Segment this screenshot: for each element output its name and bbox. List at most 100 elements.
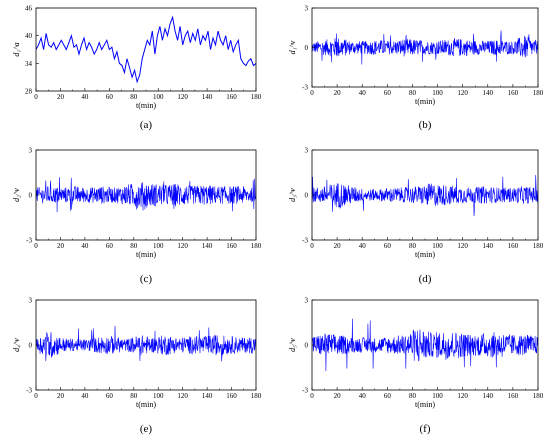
subplot-caption: (c) — [140, 273, 153, 285]
x-tick-label: 60 — [384, 242, 392, 250]
y-tick-label: 3 — [305, 297, 309, 305]
x-tick-label: 80 — [130, 242, 138, 250]
x-tick-label: 20 — [57, 93, 65, 101]
x-tick-label: 120 — [177, 242, 188, 250]
y-tick-label: 3 — [29, 297, 33, 305]
series-line — [312, 30, 538, 65]
x-tick-label: 40 — [359, 392, 367, 400]
subplot-caption: (e) — [140, 423, 153, 435]
y-tick-label: 0 — [305, 44, 309, 52]
x-tick-label: 160 — [226, 392, 237, 400]
x-tick-label: 0 — [34, 93, 38, 101]
subplot-caption: (f) — [420, 423, 431, 435]
y-axis-label: d₁^v — [288, 40, 297, 54]
x-axis-label: t(min) — [136, 101, 156, 110]
x-axis-label: t(min) — [136, 400, 156, 409]
x-tick-label: 180 — [251, 93, 262, 101]
x-tick-label: 60 — [106, 392, 114, 400]
x-tick-label: 180 — [251, 392, 262, 400]
x-tick-label: 20 — [334, 392, 342, 400]
x-tick-label: 140 — [483, 392, 494, 400]
y-tick-label: -3 — [302, 237, 308, 245]
x-tick-label: 180 — [251, 242, 262, 250]
x-tick-label: 180 — [533, 89, 544, 97]
x-tick-label: 60 — [106, 242, 114, 250]
x-tick-label: 140 — [202, 392, 213, 400]
x-tick-label: 100 — [153, 93, 164, 101]
series-line — [36, 325, 256, 362]
x-tick-label: 120 — [457, 89, 468, 97]
y-axis-label: d₄^v — [12, 338, 21, 352]
x-tick-label: 140 — [202, 242, 213, 250]
series-line — [36, 15, 256, 84]
x-tick-label: 80 — [409, 242, 417, 250]
x-tick-label: 0 — [310, 89, 314, 97]
y-tick-label: 34 — [25, 60, 33, 68]
y-axis-label: d₁^a — [12, 42, 21, 56]
x-tick-label: 20 — [57, 392, 65, 400]
y-tick-label: 3 — [305, 5, 309, 13]
x-tick-label: 0 — [310, 392, 314, 400]
x-tick-label: 80 — [409, 89, 417, 97]
x-tick-label: 140 — [483, 242, 494, 250]
x-tick-label: 160 — [508, 392, 519, 400]
x-tick-label: 0 — [310, 242, 314, 250]
subplot-2: 0 20 40 60 80 100 120 140 160 180-303t(min)d₁^v(b… — [288, 5, 544, 132]
x-tick-label: 120 — [177, 392, 188, 400]
y-tick-label: -3 — [26, 237, 32, 245]
x-tick-label: 40 — [359, 242, 367, 250]
x-tick-label: 160 — [508, 89, 519, 97]
x-axis-label: t(min) — [415, 250, 435, 259]
x-tick-label: 0 — [34, 392, 38, 400]
series-line — [312, 318, 538, 372]
y-tick-label: 0 — [305, 192, 309, 200]
subplot-1: 0 20 40 60 80 100 120 140 160 180 28 34 40 46 t(min) d₁… — [12, 5, 262, 132]
x-tick-label: 120 — [457, 242, 468, 250]
subplot-caption: (b) — [419, 119, 432, 131]
x-tick-label: 40 — [81, 242, 89, 250]
subplot-caption: (d) — [419, 273, 432, 285]
subplot-3: 0 20 40 60 80 100 120 140 160 180-303t(min)d₂^v(c… — [12, 147, 262, 286]
y-axis-label: d₂^v — [12, 188, 21, 202]
x-tick-label: 100 — [432, 242, 443, 250]
x-tick-label: 120 — [457, 392, 468, 400]
y-tick-label: 0 — [29, 342, 33, 350]
y-tick-label: 0 — [305, 342, 309, 350]
subplot-5: 0 20 40 60 80 100 120 140 160 180-303t(min)d₄^v(e… — [12, 297, 262, 436]
x-tick-label: 160 — [508, 242, 519, 250]
y-tick-label: -3 — [26, 387, 32, 395]
series-line — [36, 177, 256, 213]
y-tick-label: 28 — [25, 88, 33, 96]
y-axis-label: d₃^v — [288, 188, 297, 202]
x-axis-label: t(min) — [415, 97, 435, 106]
x-tick-label: 80 — [409, 392, 417, 400]
x-tick-label: 40 — [81, 392, 89, 400]
y-axis-label: d₅^v — [288, 338, 297, 352]
x-tick-label: 140 — [483, 89, 494, 97]
x-axis-label: t(min) — [136, 250, 156, 259]
x-tick-label: 60 — [106, 93, 114, 101]
x-tick-label: 20 — [334, 242, 342, 250]
x-tick-label: 100 — [153, 242, 164, 250]
x-tick-label: 100 — [432, 89, 443, 97]
subplot-caption: (a) — [140, 119, 153, 131]
x-tick-label: 160 — [226, 93, 237, 101]
x-tick-label: 80 — [130, 93, 138, 101]
x-tick-label: 40 — [81, 93, 89, 101]
x-tick-label: 40 — [359, 89, 367, 97]
x-tick-label: 20 — [57, 242, 65, 250]
x-tick-label: 20 — [334, 89, 342, 97]
x-tick-label: 140 — [202, 93, 213, 101]
y-tick-label: -3 — [302, 84, 308, 92]
series-line — [312, 175, 538, 217]
x-tick-label: 180 — [533, 392, 544, 400]
x-tick-label: 180 — [533, 242, 544, 250]
plot-frame — [35, 7, 257, 92]
subplot-6: 0 20 40 60 80 100 120 140 160 180-303t(min)d₅^v(f… — [288, 297, 544, 436]
y-tick-label: 3 — [305, 147, 309, 155]
y-tick-label: 46 — [25, 5, 33, 13]
y-tick-label: 3 — [29, 147, 33, 155]
x-tick-label: 100 — [432, 392, 443, 400]
x-tick-label: 60 — [384, 89, 392, 97]
